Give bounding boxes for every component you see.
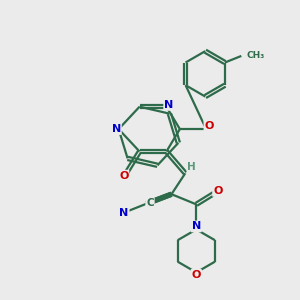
Text: N: N xyxy=(164,100,173,110)
Text: O: O xyxy=(192,270,201,280)
Text: C: C xyxy=(146,198,154,208)
Text: H: H xyxy=(188,162,196,172)
Text: O: O xyxy=(119,171,128,181)
Text: N: N xyxy=(192,221,201,231)
Text: O: O xyxy=(204,121,214,130)
Text: N: N xyxy=(119,208,129,218)
Text: O: O xyxy=(213,186,223,196)
Text: N: N xyxy=(112,124,121,134)
Text: CH₃: CH₃ xyxy=(247,51,265,60)
